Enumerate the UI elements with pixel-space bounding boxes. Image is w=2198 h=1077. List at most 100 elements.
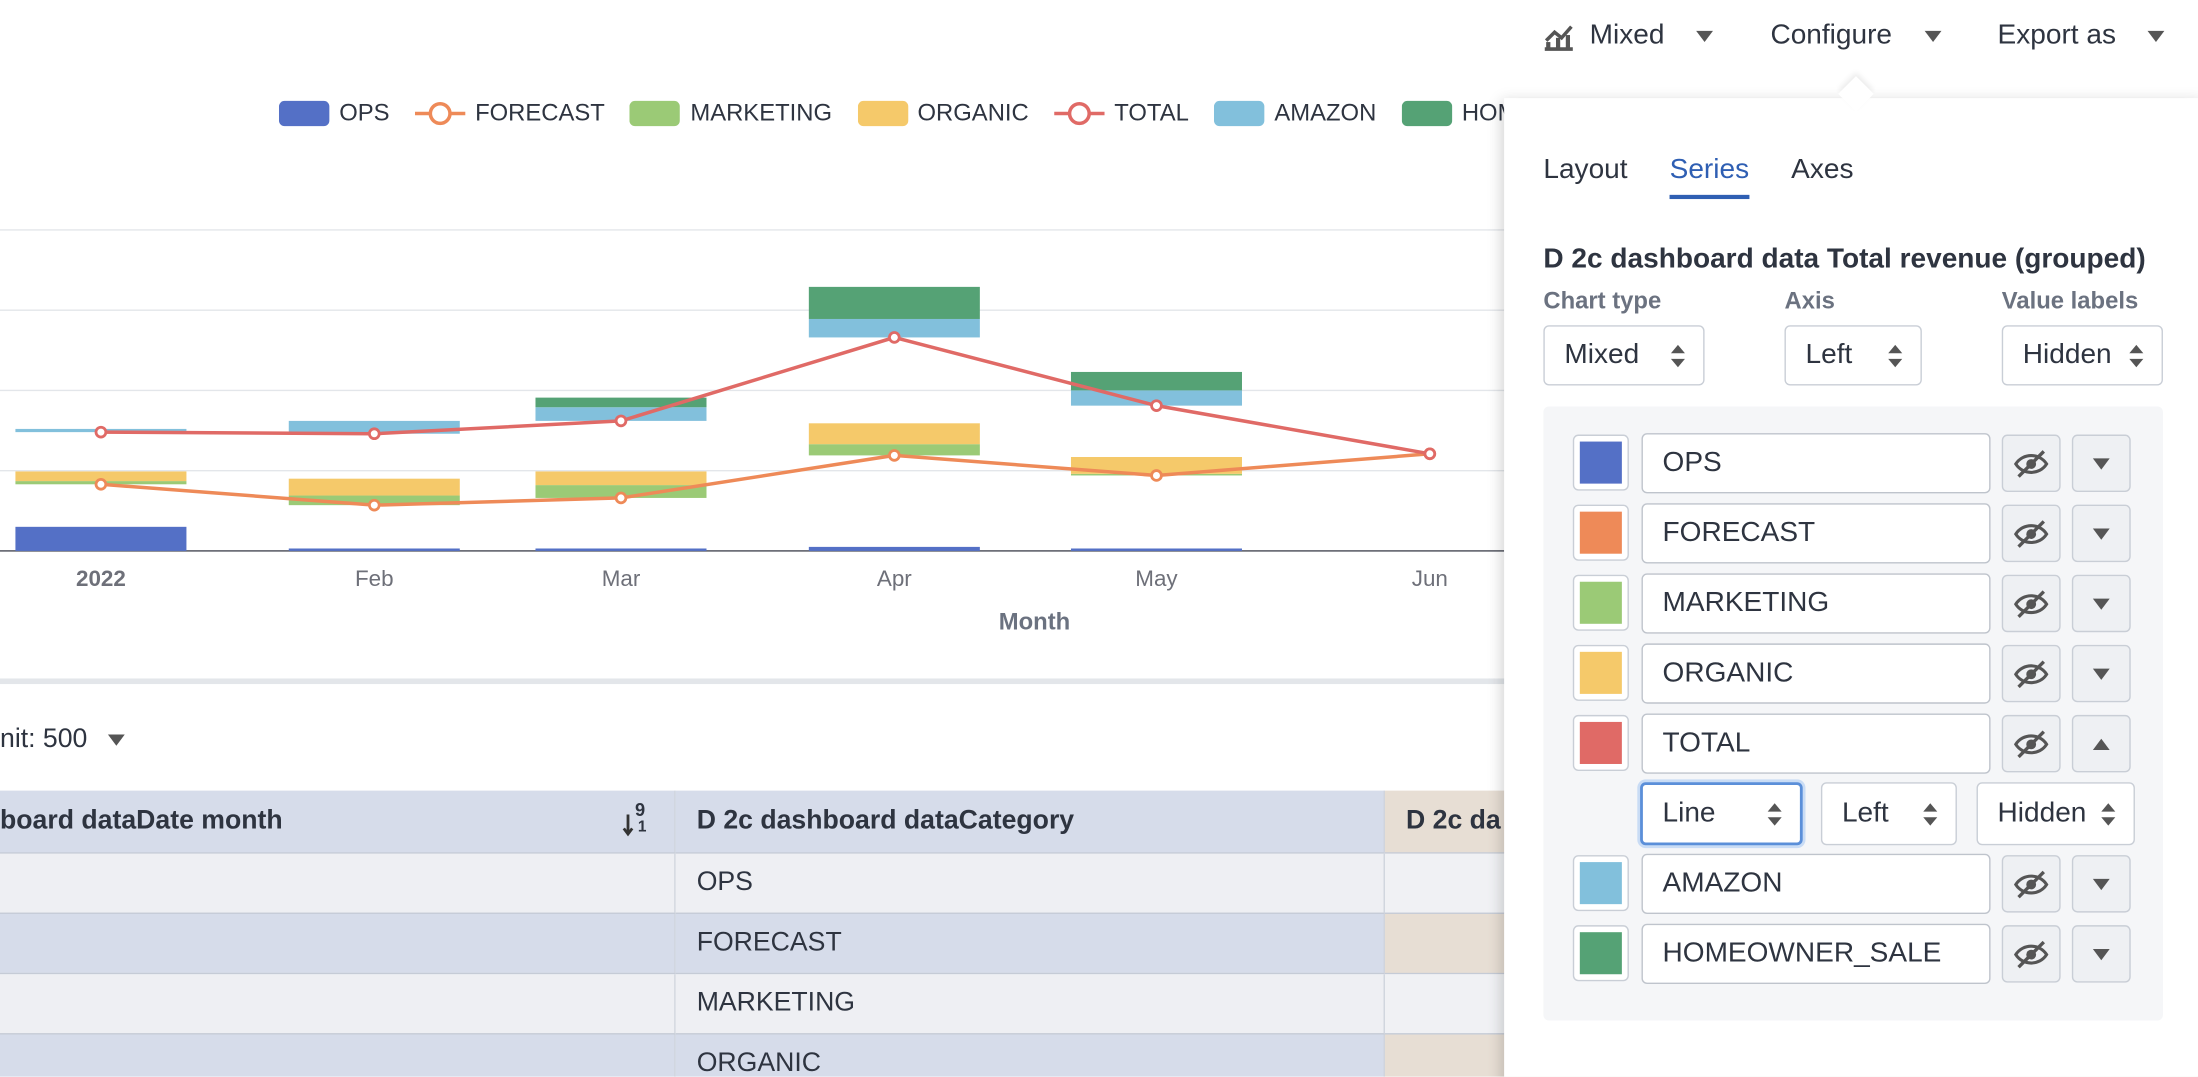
legend-icon — [857, 100, 908, 127]
series-setting-select[interactable]: Hidden — [1976, 782, 2135, 846]
hide-button[interactable] — [2001, 855, 2061, 913]
hide-button[interactable] — [2001, 574, 2061, 633]
expand-button[interactable] — [2071, 855, 2131, 913]
expand-button[interactable] — [2071, 434, 2131, 493]
color-swatch[interactable] — [1572, 644, 1629, 701]
hide-button[interactable] — [2001, 434, 2061, 493]
select-value: Line — [1662, 797, 1716, 829]
select[interactable]: Hidden — [2001, 325, 2163, 386]
series-name-input[interactable]: OPS — [1641, 433, 1991, 494]
expand-button[interactable] — [2071, 504, 2131, 563]
color-swatch[interactable] — [1572, 714, 1629, 771]
color-swatch[interactable] — [1572, 434, 1629, 491]
select[interactable]: Left — [1784, 325, 1922, 386]
arrow-shape — [1923, 802, 1938, 825]
swatch-color — [1579, 511, 1622, 554]
caret-shape — [2092, 738, 2110, 750]
x-tick-label: Apr — [877, 566, 912, 591]
series-name-input[interactable]: HOMEOWNER_SALE — [1641, 923, 1991, 985]
arrow-shape — [1767, 802, 1782, 825]
series-name-input[interactable]: AMAZON — [1641, 853, 1991, 914]
line-point — [1150, 399, 1163, 412]
hide-button[interactable] — [2001, 644, 2061, 703]
arrow-shape — [2129, 344, 2144, 367]
bar — [808, 546, 980, 551]
select-arrows — [2101, 802, 2116, 825]
series-name-input[interactable]: MARKETING — [1641, 573, 1991, 634]
bar — [15, 471, 187, 482]
legend-icon — [1214, 100, 1265, 127]
tab[interactable]: Series — [1669, 154, 1750, 200]
hide-button[interactable] — [2001, 714, 2061, 773]
legend-item[interactable]: OPS — [278, 99, 390, 128]
select-value: Left — [1841, 797, 1889, 829]
tab[interactable]: Axes — [1791, 154, 1854, 186]
caret — [1924, 30, 1942, 42]
eye-slash — [2017, 519, 2045, 548]
legend-marker — [428, 101, 452, 126]
row-limit[interactable]: nit: 500 — [0, 725, 127, 756]
x-tick-label: Feb — [355, 566, 394, 591]
series-setting-select[interactable]: Left — [1820, 782, 1957, 846]
column-header[interactable]: board data Date month 9 1 — [0, 790, 676, 854]
line-point — [1150, 469, 1163, 482]
select[interactable]: Mixed — [1543, 325, 1705, 386]
series-name-input[interactable]: TOTAL — [1641, 713, 1991, 774]
field-label: Value labels — [2001, 287, 2139, 315]
eye-slash — [2017, 870, 2045, 898]
chart-type-menu[interactable]: Mixed — [1542, 20, 1715, 52]
legend-item[interactable]: TOTAL — [1053, 100, 1189, 128]
configure-menu[interactable]: Configure — [1770, 20, 1942, 52]
header-prefix: board data — [0, 806, 137, 836]
color-swatch[interactable] — [1572, 925, 1629, 982]
color-swatch[interactable] — [1572, 574, 1629, 631]
color-swatch[interactable] — [1572, 504, 1629, 561]
hide-button[interactable] — [2001, 504, 2061, 563]
caret — [2092, 457, 2110, 469]
bars — [15, 286, 1242, 551]
menu-label: Export as — [1997, 19, 2116, 51]
bar — [535, 397, 707, 408]
select-value: Hidden — [1997, 797, 2087, 829]
export-menu[interactable]: Export as — [1998, 20, 2167, 52]
legend-item[interactable]: MARKETING — [630, 100, 832, 128]
series-name-input[interactable]: FORECAST — [1641, 503, 1991, 564]
field-label: Chart type — [1543, 287, 1662, 315]
expand-button[interactable] — [2071, 644, 2131, 703]
select-value: Hidden — [2022, 339, 2112, 371]
series-name-input[interactable]: ORGANIC — [1641, 643, 1991, 704]
x-tick-label: Jun — [1412, 566, 1448, 591]
legend-swatch — [857, 100, 908, 127]
legend-item[interactable]: ORGANIC — [857, 100, 1029, 128]
bar — [535, 548, 707, 551]
swatch-color — [1579, 932, 1622, 975]
series-name: AMAZON — [1662, 867, 1783, 899]
hide-button[interactable] — [2001, 925, 2061, 983]
expand-button[interactable] — [2071, 714, 2131, 773]
series-setting-select[interactable]: Line — [1640, 782, 1803, 846]
eye-off-icon — [2013, 729, 2049, 758]
legend-item[interactable]: AMAZON — [1214, 100, 1376, 128]
expand-button[interactable] — [2071, 574, 2131, 633]
tab[interactable]: Layout — [1543, 154, 1628, 186]
legend-label: OPS — [339, 99, 390, 127]
table-cell: FORECAST — [675, 913, 1385, 975]
eye-slash — [2017, 659, 2045, 688]
bar — [288, 548, 460, 551]
legend-swatch — [278, 100, 330, 127]
header-bold: Date month — [136, 806, 283, 836]
caret — [108, 734, 126, 746]
legend-swatch — [1214, 100, 1265, 127]
series-row: HOMEOWNER_SALE — [1543, 923, 2163, 985]
expand-button[interactable] — [2071, 925, 2131, 983]
bar — [1070, 371, 1242, 391]
bar — [15, 526, 187, 551]
column-header[interactable]: D 2c dashboard data Category — [675, 790, 1385, 854]
color-swatch[interactable] — [1572, 855, 1629, 912]
series-name: OPS — [1662, 447, 1722, 479]
header-bold: Category — [958, 806, 1075, 836]
legend-item[interactable]: FORECAST — [414, 100, 605, 128]
legend-icon — [630, 100, 681, 127]
